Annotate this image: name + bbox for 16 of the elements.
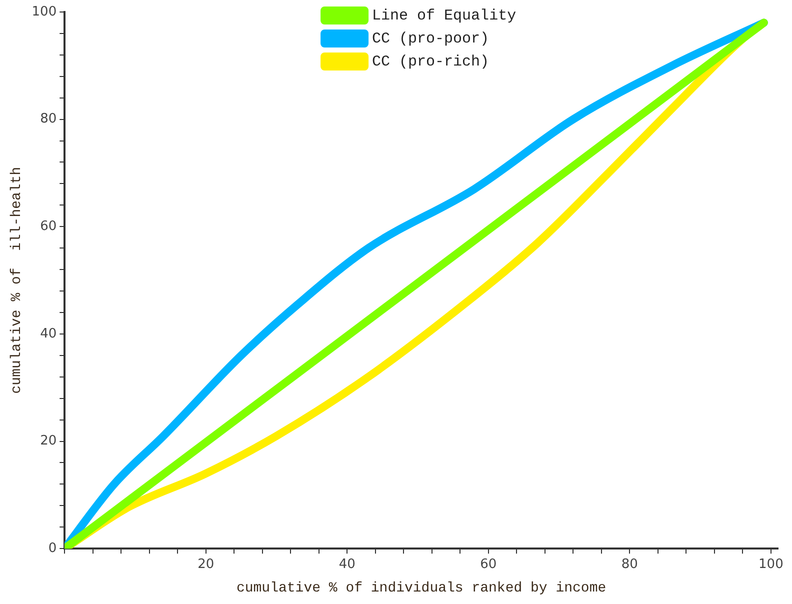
y-tick-label: 60 (40, 219, 57, 234)
legend-label: CC (pro-poor) (372, 30, 490, 48)
y-tick-label: 40 (40, 326, 57, 342)
y-tick-label: 20 (40, 434, 57, 449)
x-tick-label: 60 (480, 556, 497, 572)
y-tick-label: 80 (40, 112, 57, 127)
y-tick-label: 0 (48, 540, 57, 556)
x-tick-label: 80 (621, 556, 638, 572)
x-tick-label: 20 (198, 556, 214, 572)
y-axis-title: cumulative % of ill-health (9, 166, 26, 394)
legend-label: CC (pro-rich) (372, 53, 490, 70)
x-axis-title: cumulative % of individuals ranked by income (236, 580, 606, 596)
x-tick-label: 40 (338, 556, 356, 572)
y-tick-label: 100 (32, 4, 57, 20)
legend-label: Line of Equality (372, 7, 516, 24)
x-tick-label: 100 (758, 556, 784, 572)
